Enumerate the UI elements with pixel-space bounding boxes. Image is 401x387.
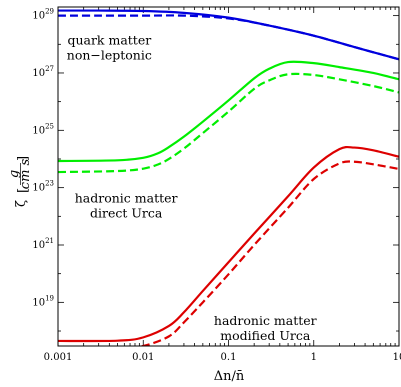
- annotation-1: hadronic matter direct Urca: [75, 191, 178, 221]
- series-line-2: [58, 60, 399, 163]
- svg-text:ζ: ζ: [14, 200, 29, 207]
- plot-frame: [57, 6, 400, 347]
- x-tick-label: 10: [393, 352, 401, 363]
- y-tick-labels: 1019 1021 1023 1025 1027 1029: [32, 8, 54, 309]
- y-axis-label: ζ [ g cm s ]: [7, 156, 33, 207]
- y-tick-label: 1025: [32, 122, 54, 136]
- x-tick-label: 0.01: [132, 352, 154, 363]
- series-line-5: [138, 160, 399, 346]
- series-line-1: [58, 14, 399, 61]
- y-tick-label: 1021: [32, 237, 54, 251]
- x-axis-label: Δn/n̄: [214, 369, 245, 384]
- y-tick-label: 1027: [32, 65, 54, 79]
- annotations: quark matter non−leptonic hadronic matter d…: [67, 32, 317, 343]
- svg-text:cm s: cm s: [18, 158, 33, 189]
- series-line-4: [58, 145, 399, 343]
- y-tick-label: 1029: [32, 8, 54, 22]
- x-tick-labels: 0.001 0.01 0.1 1 10: [44, 352, 401, 363]
- series-layer: [58, 9, 399, 346]
- annotation-2: hadronic matter modified Urca: [214, 313, 317, 343]
- y-tick-label: 1019: [32, 294, 54, 308]
- annotation-0: quark matter non−leptonic: [67, 32, 152, 62]
- x-tick-label: 1: [311, 352, 317, 363]
- svg-text:]: ]: [16, 156, 31, 161]
- svg-text:[: [: [16, 188, 31, 193]
- x-tick-label: 0.1: [221, 352, 237, 363]
- series-line-3: [58, 72, 399, 174]
- y-tick-label: 1023: [32, 180, 54, 194]
- x-tick-label: 0.001: [44, 352, 73, 363]
- svg-text:g: g: [7, 170, 22, 178]
